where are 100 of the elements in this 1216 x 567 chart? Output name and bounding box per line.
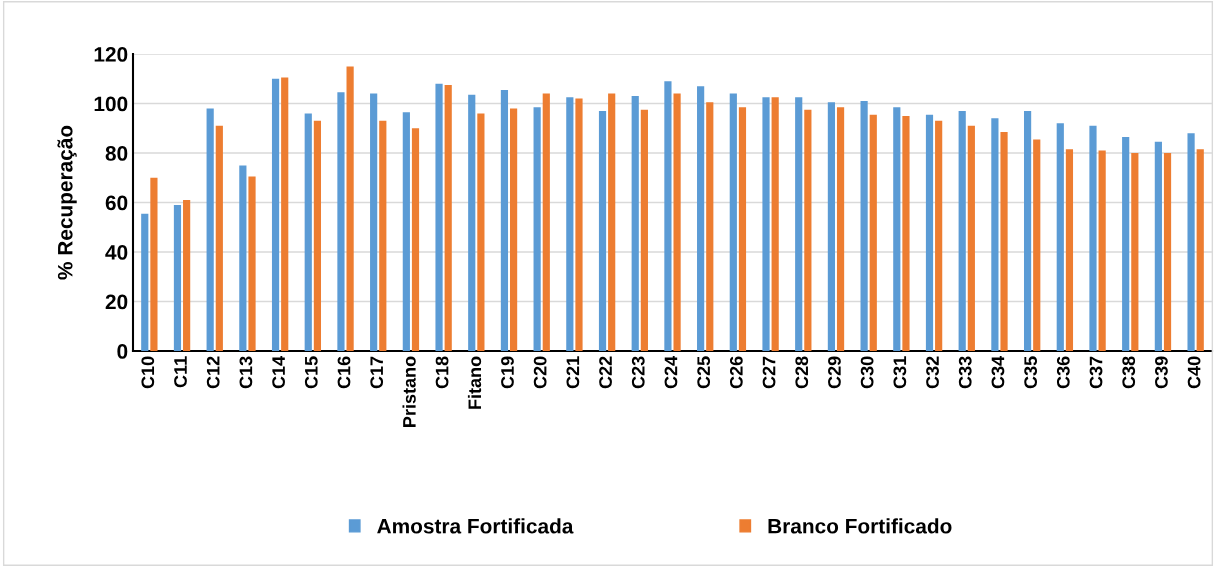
x-tick-label: C16 xyxy=(337,356,351,389)
bar xyxy=(510,108,518,351)
x-tick-label: C29 xyxy=(828,356,841,389)
bar xyxy=(468,94,476,351)
x-tick-label: C15 xyxy=(304,356,318,389)
bar xyxy=(411,128,420,351)
bar xyxy=(762,97,770,351)
bar xyxy=(1154,141,1162,351)
bar xyxy=(697,86,705,351)
bar xyxy=(1098,150,1106,351)
bar xyxy=(1033,139,1041,351)
legend-label: Amostra Fortificada xyxy=(377,518,574,534)
bar xyxy=(346,66,354,351)
x-tick-label: C28 xyxy=(795,356,809,389)
bar xyxy=(477,113,485,351)
x-tick-label: C18 xyxy=(435,356,449,389)
x-tick-label: C33 xyxy=(958,356,972,389)
bar xyxy=(150,177,158,351)
bar xyxy=(533,107,541,351)
bar xyxy=(435,83,443,351)
bar xyxy=(379,120,387,351)
bar xyxy=(370,93,378,351)
bar xyxy=(869,114,877,351)
bar xyxy=(444,84,452,351)
y-axis-title: % Recuperação xyxy=(57,125,77,280)
bar xyxy=(706,102,714,351)
x-tick-label: Fitano xyxy=(467,356,482,409)
x-tick-label: C23 xyxy=(631,356,645,389)
y-tick-label: 80 xyxy=(105,146,128,161)
bar xyxy=(608,93,616,351)
x-tick-label: C30 xyxy=(860,356,874,389)
bar xyxy=(337,92,345,351)
x-tick-label: C12 xyxy=(206,356,220,389)
bar xyxy=(631,96,639,351)
bar xyxy=(935,120,943,351)
x-tick-label: C13 xyxy=(239,356,253,389)
bar xyxy=(991,118,999,351)
bar xyxy=(738,107,747,351)
x-tick-label: C20 xyxy=(533,356,547,389)
x-tick-label: C35 xyxy=(1024,356,1038,389)
bar xyxy=(566,97,574,351)
bar xyxy=(1163,153,1172,351)
bar xyxy=(804,109,812,351)
y-tick-label: 20 xyxy=(105,294,128,310)
x-tick-label: C26 xyxy=(729,356,743,389)
bar xyxy=(893,107,901,351)
legend-label: Branco Fortificado xyxy=(768,518,952,534)
bar xyxy=(771,97,779,351)
bar xyxy=(1065,149,1074,351)
bar xyxy=(402,112,410,351)
bar xyxy=(500,89,509,351)
x-tick-label: C22 xyxy=(599,356,612,389)
x-tick-label: C24 xyxy=(664,355,678,389)
bar xyxy=(575,98,583,351)
x-tick-label: C32 xyxy=(926,356,939,389)
x-tick-label: C17 xyxy=(370,356,384,389)
x-tick-label: Pristano xyxy=(402,356,416,427)
bar xyxy=(141,213,149,351)
x-tick-label: C40 xyxy=(1187,356,1201,389)
x-tick-label: C19 xyxy=(501,356,514,389)
bar xyxy=(836,107,845,351)
bar xyxy=(239,165,247,351)
bar xyxy=(664,81,672,351)
bar xyxy=(729,93,737,351)
bar xyxy=(673,93,681,351)
x-tick-label: C25 xyxy=(697,356,711,389)
bar xyxy=(1131,153,1139,351)
x-tick-label: C11 xyxy=(174,356,187,388)
bar xyxy=(1023,110,1032,351)
bar xyxy=(860,101,868,351)
bar xyxy=(902,115,910,351)
x-tick-label: C39 xyxy=(1155,356,1168,389)
y-tick-label: 60 xyxy=(105,195,128,211)
bar xyxy=(183,200,191,351)
x-tick-label: C38 xyxy=(1122,356,1136,389)
bar xyxy=(281,77,289,351)
bar xyxy=(1089,125,1097,351)
bar xyxy=(215,125,223,351)
bar xyxy=(827,102,835,351)
bar xyxy=(313,120,322,351)
bar xyxy=(967,125,975,351)
bar xyxy=(1196,149,1204,351)
bar xyxy=(598,110,607,351)
x-tick-label: C10 xyxy=(141,356,155,389)
bar xyxy=(1056,123,1064,351)
y-tick-label: 0 xyxy=(117,344,128,359)
y-tick-label: 40 xyxy=(105,245,128,260)
bar xyxy=(925,114,934,351)
bar xyxy=(958,110,966,351)
bar xyxy=(173,204,182,351)
bar xyxy=(1000,131,1008,351)
bar xyxy=(304,113,312,351)
bar xyxy=(795,97,803,351)
bar xyxy=(206,108,214,351)
bar xyxy=(271,78,280,351)
bar xyxy=(640,109,648,351)
bar xyxy=(1187,133,1195,351)
y-tick-label: 100 xyxy=(94,96,128,112)
y-tick-label: 120 xyxy=(94,47,128,62)
x-tick-label: C27 xyxy=(762,356,776,389)
